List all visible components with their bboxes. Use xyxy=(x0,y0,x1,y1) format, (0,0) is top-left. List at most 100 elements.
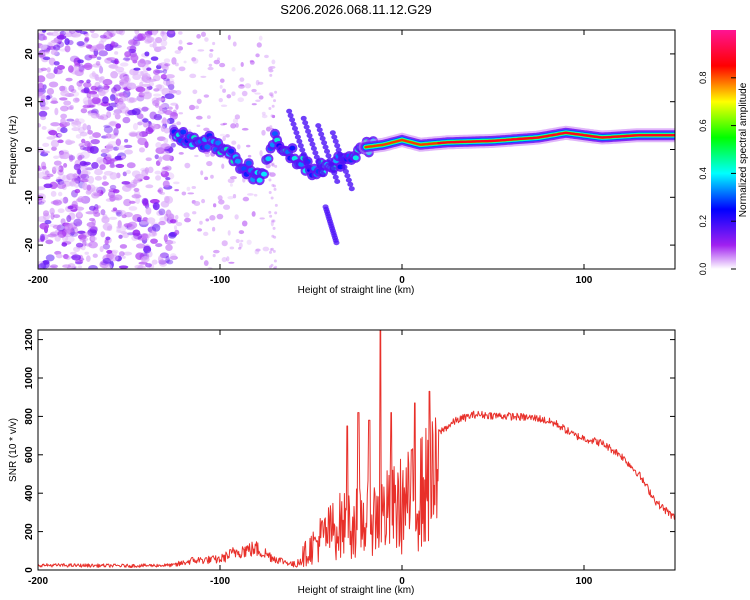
spectrogram-noise-blob xyxy=(272,226,276,230)
spectrogram-streak xyxy=(296,138,303,144)
spectrogram-noise-blob xyxy=(232,118,239,124)
spectrogram-noise-blob xyxy=(158,259,167,265)
spectrogram-noise-blob xyxy=(68,154,74,162)
spectrogram-noise-blob xyxy=(101,216,110,224)
spectrogram-noise-blob xyxy=(89,135,94,140)
spectrogram-streak xyxy=(313,154,320,160)
spectrogram-streak xyxy=(335,147,342,153)
spectrogram-noise-blob xyxy=(67,223,74,232)
spectrogram-noise-blob xyxy=(200,170,204,176)
spectrogram-streak xyxy=(302,120,309,126)
spectrogram-noise-blob xyxy=(200,31,206,37)
spectrogram-noise-blob xyxy=(86,79,91,84)
spectrogram-streak xyxy=(332,174,339,180)
spectrogram-noise-blob xyxy=(42,260,50,265)
spectrogram-noise-blob xyxy=(158,221,166,226)
spectrogram-noise-blob xyxy=(144,167,149,174)
spectrogram-noise-blob xyxy=(121,214,127,219)
spectrogram-noise-blob xyxy=(178,66,186,72)
spectrogram-noise-blob xyxy=(160,39,168,47)
spectrogram-noise-blob xyxy=(242,196,250,202)
snr-x-tick-label: 100 xyxy=(576,576,593,587)
spectrogram-streak xyxy=(291,125,298,131)
spectrogram-noise-blob xyxy=(258,35,263,41)
spectrogram-noise-blob xyxy=(163,127,170,134)
spectrogram-noise-blob xyxy=(261,129,266,136)
spectrogram-streak xyxy=(308,137,314,143)
spectrogram-noise-blob xyxy=(141,107,150,111)
spectrogram-noise-blob xyxy=(161,64,169,72)
spectrogram-noise-blob xyxy=(38,123,42,128)
spectrogram-noise-blob xyxy=(118,92,127,98)
spectrogram-noise-blob xyxy=(126,96,135,104)
spectrogram-noise-blob xyxy=(220,104,228,107)
spectrogram-noise-blob xyxy=(228,261,235,264)
spectrogram-noise-blob xyxy=(251,88,257,93)
spectrogram-noise-blob xyxy=(70,33,81,38)
spectrogram-noise-blob xyxy=(38,110,48,118)
spectrogram-noise-blob xyxy=(272,249,276,253)
spectrogram-noise-blob xyxy=(99,114,109,121)
spectrogram-noise-blob xyxy=(222,122,228,126)
spectrogram-noise-blob xyxy=(124,138,129,143)
spectrogram-noise-blob xyxy=(162,68,168,74)
spectrogram-noise-blob xyxy=(78,154,85,159)
spectrogram-noise-blob xyxy=(115,229,122,233)
spectrogram-streak xyxy=(322,144,329,150)
spectrogram-noise-blob xyxy=(82,182,88,191)
spectrogram-streak xyxy=(324,148,331,154)
spectrogram-noise-blob xyxy=(116,145,126,151)
spectrogram-noise-blob xyxy=(132,39,141,47)
spectrogram-streak xyxy=(334,179,341,185)
snr-x-tick-label: -100 xyxy=(210,576,230,587)
spectrogram-noise-blob xyxy=(67,263,76,269)
spectrogram-streak xyxy=(329,130,336,136)
spectrogram-noise-blob xyxy=(153,69,161,76)
spectrogram-noise-blob xyxy=(137,33,144,42)
spectrogram-noise-blob xyxy=(115,138,122,146)
spectrogram-ridge-core xyxy=(289,145,296,151)
spectrogram-noise-blob xyxy=(118,234,123,239)
spectrogram-noise-blob xyxy=(196,124,201,128)
snr-series-line xyxy=(38,330,675,568)
spectrogram-noise-blob xyxy=(234,114,241,120)
spectrogram-noise-blob xyxy=(132,123,139,131)
spectrogram-noise-blob xyxy=(85,211,96,215)
spectrogram-noise-blob xyxy=(91,192,100,199)
spectrogram-streak xyxy=(305,128,312,134)
spectrogram-noise-blob xyxy=(80,151,90,159)
spectrogram-noise-blob xyxy=(170,80,175,86)
spectrogram-noise-blob xyxy=(253,193,258,197)
spectrogram-noise-blob xyxy=(175,90,182,95)
spectrogram-noise-blob xyxy=(158,187,164,194)
spectrogram-noise-blob xyxy=(221,163,225,169)
spectrogram-noise-blob xyxy=(230,123,237,129)
spectrogram-noise-blob xyxy=(123,223,133,228)
spectrogram-noise-blob xyxy=(203,94,210,98)
spectrogram-noise-blob xyxy=(125,58,130,62)
spectrogram-noise-blob xyxy=(75,134,82,139)
spectrogram-noise-blob xyxy=(57,133,63,137)
spectrogram-noise-blob xyxy=(150,56,159,61)
spectrogram-streak xyxy=(326,157,333,163)
spectrogram-noise-blob xyxy=(86,184,92,191)
spectrogram-noise-blob xyxy=(78,162,89,168)
spectrogram-noise-blob xyxy=(155,141,162,149)
spectrogram-noise-blob xyxy=(109,194,116,202)
spectrogram-noise-blob xyxy=(205,218,210,222)
spectrogram-noise-blob xyxy=(63,254,69,260)
spectrogram-noise-blob xyxy=(254,92,261,95)
spectrogram-noise-blob xyxy=(163,58,171,63)
spectrogram-ridge-core xyxy=(204,144,211,150)
spectrogram-noise-blob xyxy=(255,79,260,86)
spectrogram-noise-blob xyxy=(147,166,154,174)
spectrogram-noise-blob xyxy=(54,234,61,242)
spectrogram-noise-blob xyxy=(168,89,178,94)
spectrogram-noise-blob xyxy=(94,74,100,81)
spectrogram-noise-blob xyxy=(71,200,78,209)
spectrogram-noise-blob xyxy=(116,211,121,215)
snr-y-tick-label: 600 xyxy=(24,446,35,463)
spectrogram-noise-blob xyxy=(216,213,224,220)
spectrogram-noise-blob xyxy=(196,34,201,39)
